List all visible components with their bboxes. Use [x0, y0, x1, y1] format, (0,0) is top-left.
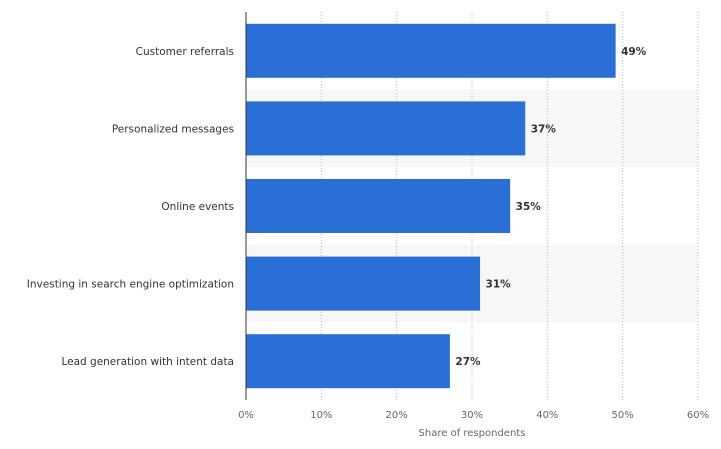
bar: [246, 179, 511, 233]
x-tick-label: 40%: [536, 410, 558, 421]
category-label: Customer referrals: [136, 46, 234, 58]
bar: [246, 23, 616, 78]
data-label: 31%: [486, 279, 512, 291]
x-axis-title: Share of respondents: [419, 428, 526, 439]
x-tick-label: 10%: [310, 410, 332, 421]
data-label: 27%: [455, 356, 481, 368]
x-tick-label: 50%: [612, 410, 634, 421]
data-label: 37%: [531, 123, 557, 135]
x-tick-label: 20%: [386, 410, 408, 421]
x-tick-label: 60%: [687, 410, 709, 421]
category-label: Investing in search engine optimization: [27, 279, 234, 291]
data-label: 49%: [621, 46, 647, 58]
x-tick-label: 30%: [461, 410, 483, 421]
data-label: 35%: [516, 201, 542, 213]
x-tick-label: 0%: [238, 410, 254, 421]
bar: [246, 101, 526, 156]
bar: [246, 334, 450, 389]
bar: [246, 256, 481, 311]
category-label: Lead generation with intent data: [61, 356, 234, 368]
category-label: Personalized messages: [112, 123, 234, 135]
category-label: Online events: [161, 201, 234, 213]
